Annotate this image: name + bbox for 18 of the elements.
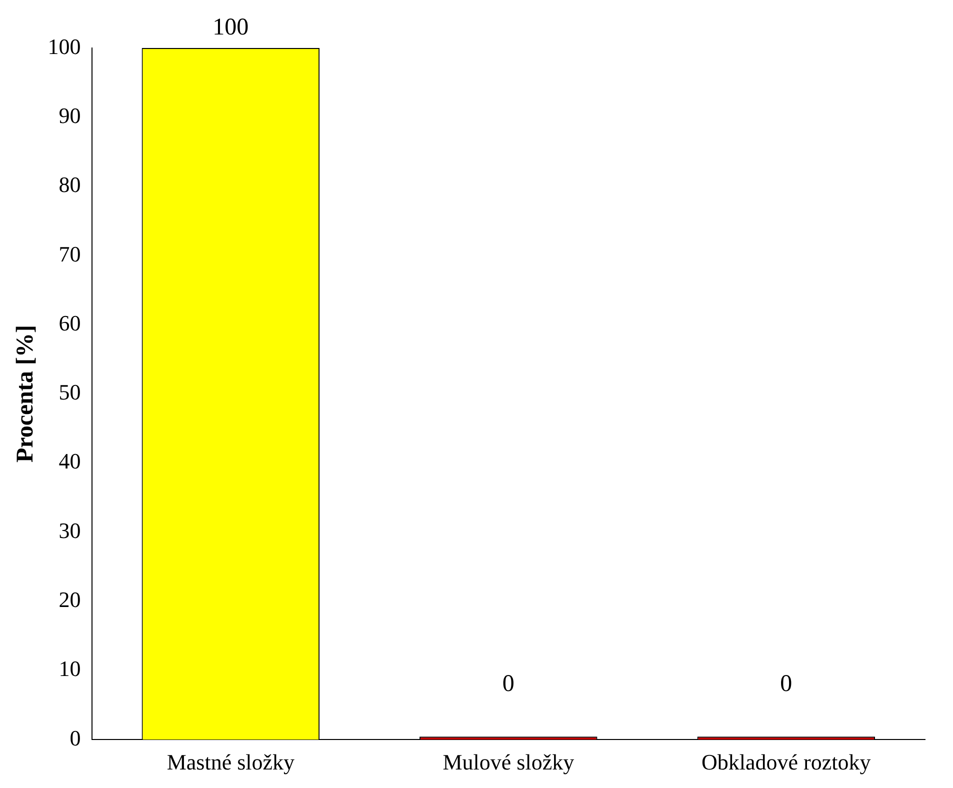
y-tick-label: 40 <box>58 448 81 474</box>
y-tick-label: 80 <box>58 172 81 198</box>
y-axis-title: Procenta [%] <box>12 325 39 463</box>
y-tick-label: 90 <box>58 102 81 128</box>
data-label: 100 <box>212 14 249 40</box>
y-tick-label: 30 <box>58 518 81 543</box>
y-tick-label: 10 <box>58 656 81 682</box>
x-tick-label: Obkladové roztoky <box>702 750 871 775</box>
y-tick-label: 20 <box>58 587 81 612</box>
y-tick-label: 70 <box>58 241 81 266</box>
x-tick-label: Mulové složky <box>442 750 574 775</box>
x-tick-label: Mastné složky <box>166 750 295 775</box>
y-tick-label: 100 <box>48 34 81 59</box>
data-label: 0 <box>502 670 514 697</box>
data-label: 0 <box>780 670 792 697</box>
y-tick-label: 60 <box>58 310 81 336</box>
y-tick-label: 0 <box>70 725 81 750</box>
y-tick-label: 50 <box>58 380 81 405</box>
